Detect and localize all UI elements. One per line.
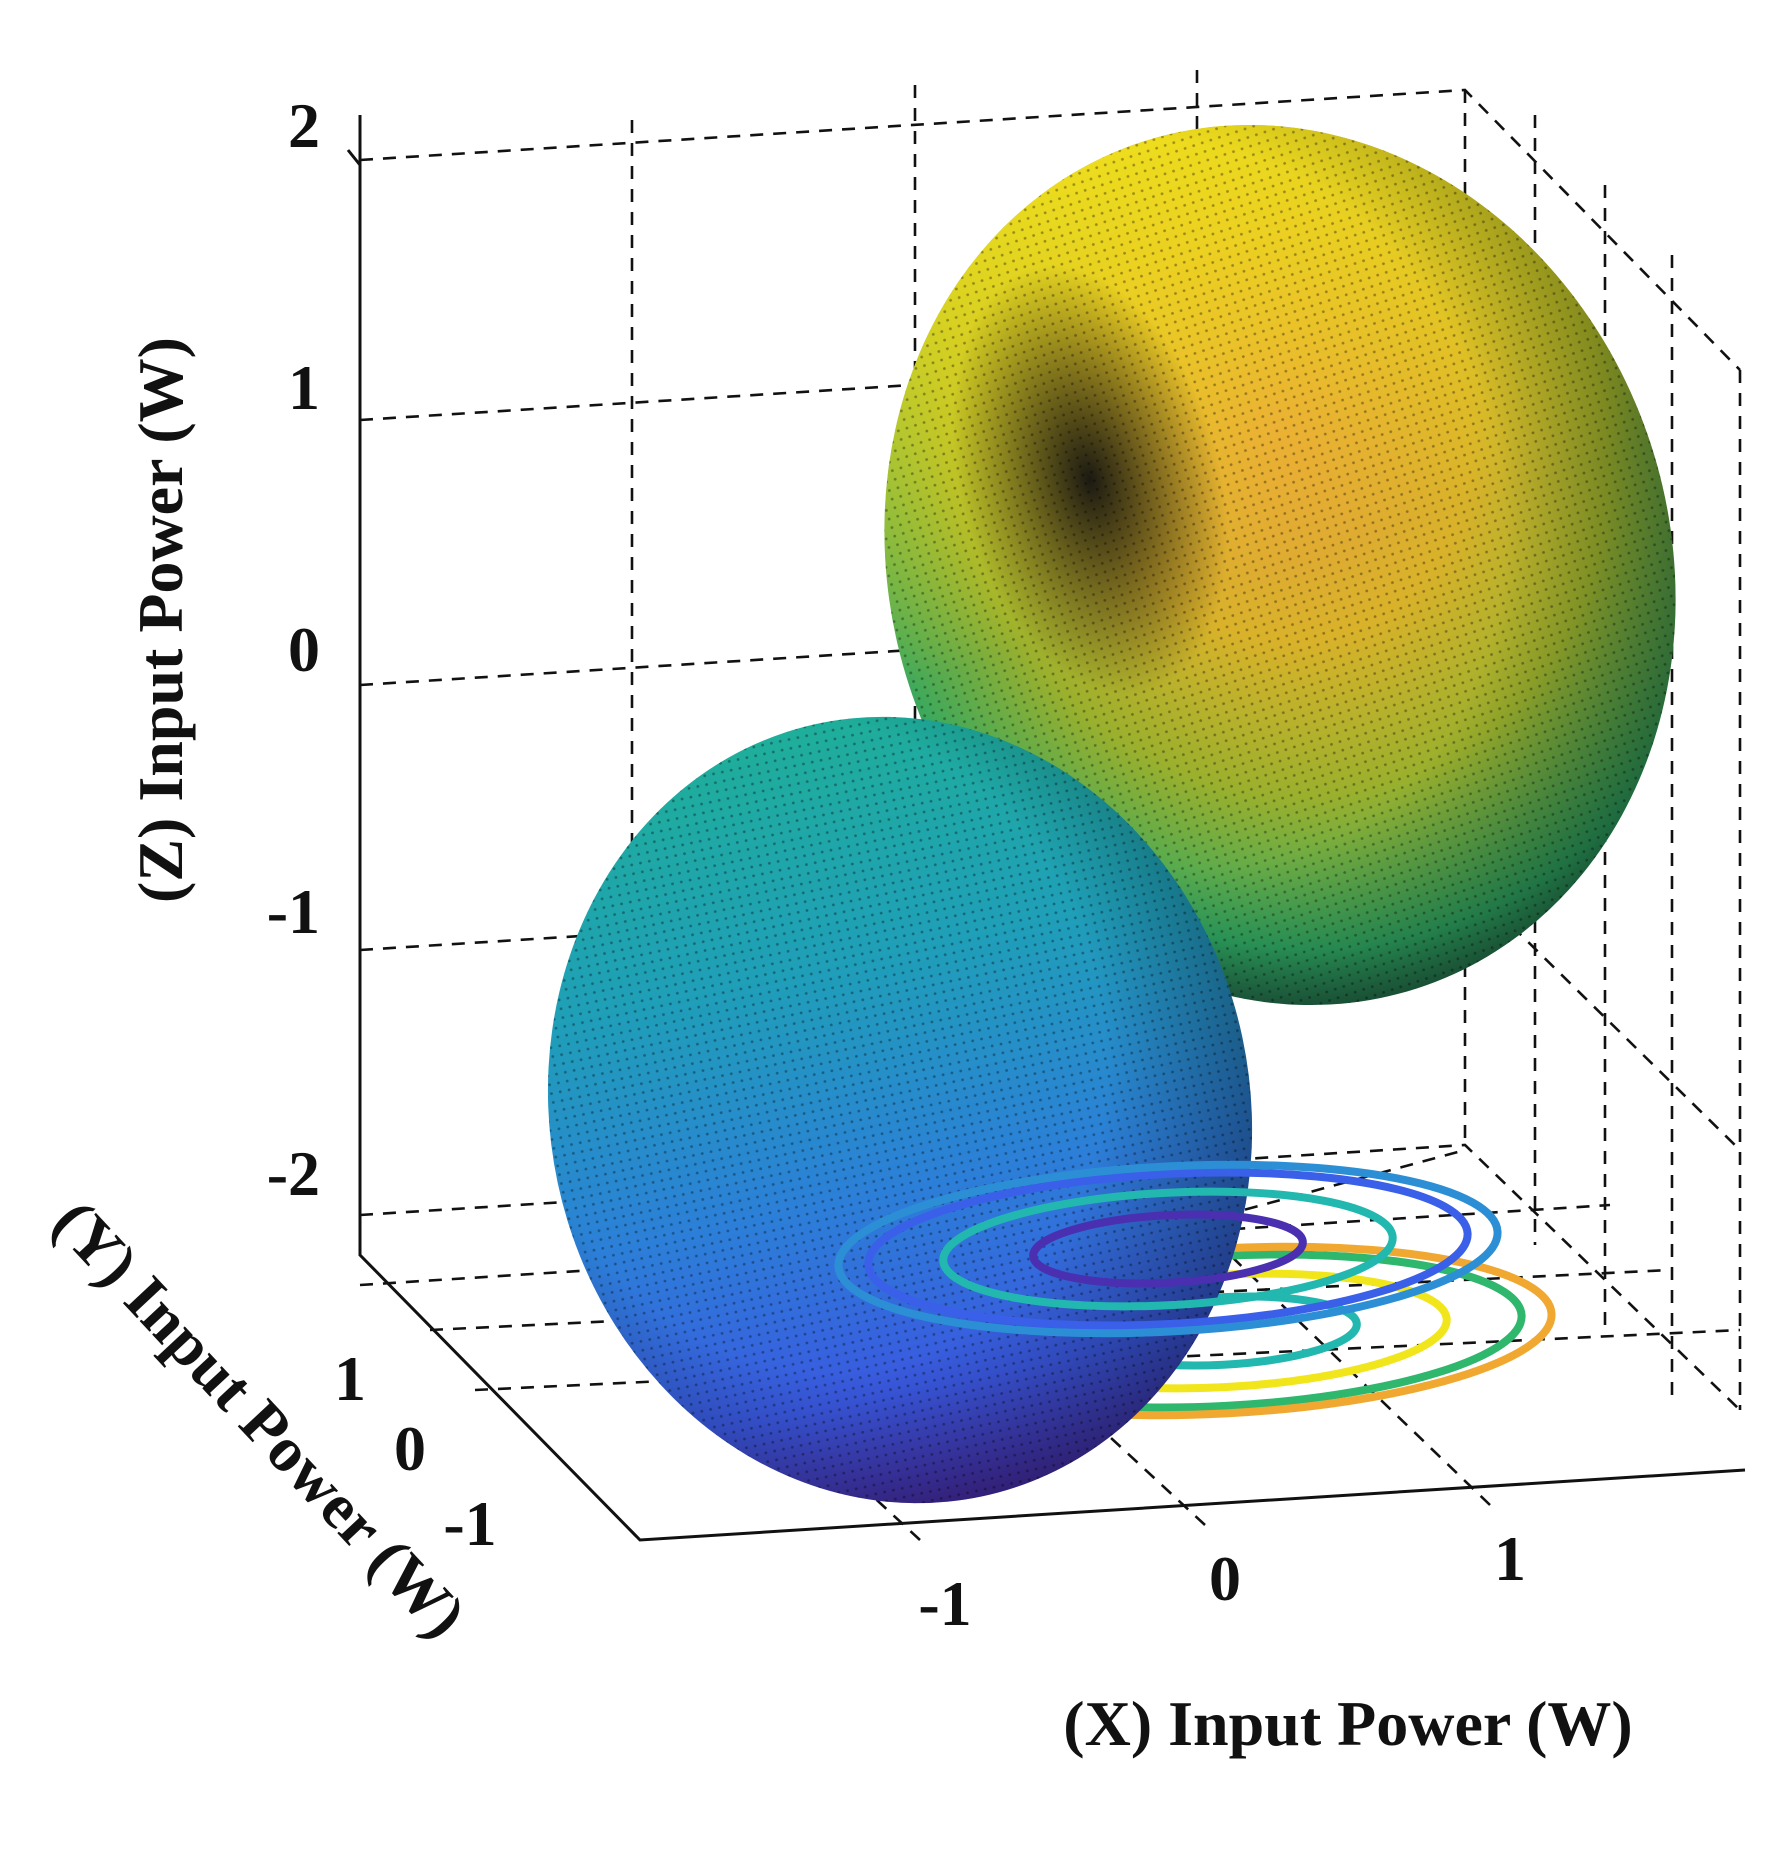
upper-lobe-surface [884,124,1676,1006]
z-axis-label: (Z) Input Power (W) [125,337,196,903]
y-tick-label: -1 [443,1488,496,1559]
floor-contours-lower [834,1160,1502,1338]
axes [346,115,1746,1542]
z-tick-label: 1 [288,352,320,423]
x-tick-labels: -1 0 1 [918,1523,1526,1639]
y-tick-label: 1 [334,1343,366,1414]
z-tick-labels: 2 1 0 -1 -2 [267,90,320,1209]
z-tick-label: -2 [267,1138,320,1209]
floor-contour-ring [864,1168,1472,1330]
x-tick-label: 1 [1494,1523,1526,1594]
z-tick-label: 0 [288,614,320,685]
x-tick-label: 0 [1209,1543,1241,1614]
floor-contour-ring [939,1187,1397,1311]
floor-contour-ring [1029,1210,1307,1288]
y-tick-labels: 10-1 [334,1343,497,1559]
z-tick-label: -1 [267,876,320,947]
y-tick-label: 0 [394,1413,426,1484]
x-axis-label: (X) Input Power (W) [1063,1688,1632,1759]
floor-contour-ring [834,1160,1502,1338]
z-tick-label: 2 [288,90,320,161]
x-tick-label: -1 [918,1568,971,1639]
